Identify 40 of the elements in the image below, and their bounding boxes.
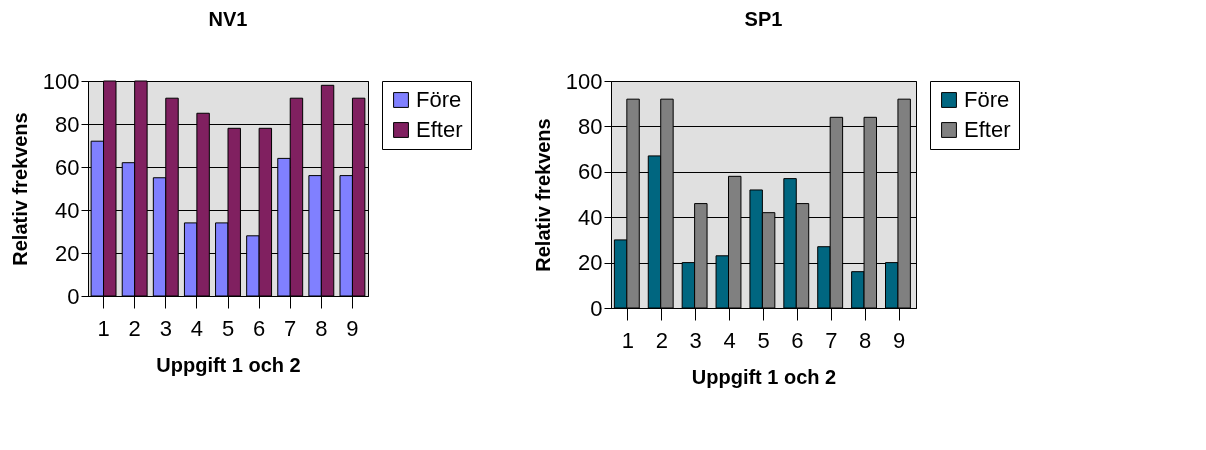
x-tick-label: 5 (221, 315, 235, 341)
y-tick-label: 100 (42, 68, 80, 94)
x-tick-label: 8 (315, 315, 328, 341)
x-tick-label: 1 (621, 327, 635, 353)
legend-label: Efter (416, 117, 463, 142)
y-tick-label: 80 (55, 111, 80, 137)
x-axis-title: Uppgift 1 och 2 (691, 365, 837, 388)
y-tick-label: 40 (578, 204, 603, 230)
x-tick-label: 6 (791, 327, 804, 353)
x-tick-label: 7 (284, 315, 297, 341)
x-tick-label: 5 (757, 327, 770, 353)
y-axis-title: Relativ frekvens (531, 118, 554, 272)
legend-label: Före (964, 87, 1010, 112)
y-tick-label: 80 (578, 113, 603, 139)
y-axis-title: Relativ frekvens (8, 112, 31, 266)
x-tick-label: 6 (252, 315, 266, 341)
x-tick-label: 7 (825, 327, 838, 353)
legend-label: Efter (964, 117, 1011, 142)
x-tick-label: 2 (655, 327, 668, 353)
y-tick-label: 0 (67, 283, 80, 309)
legend-label: Före (416, 87, 462, 112)
y-tick-label: 20 (578, 250, 603, 276)
x-tick-label: 9 (892, 327, 906, 353)
y-tick-label: 20 (55, 240, 80, 266)
y-tick-label: 60 (578, 159, 603, 185)
chart-title: SP1 (744, 8, 783, 30)
x-tick-label: 2 (128, 315, 141, 341)
y-tick-label: 60 (55, 154, 80, 180)
x-tick-label: 1 (97, 315, 110, 341)
x-tick-label: 4 (723, 327, 736, 353)
x-tick-label: 8 (859, 327, 872, 353)
x-axis-title: Uppgift 1 och 2 (156, 353, 301, 376)
y-tick-label: 40 (55, 197, 80, 223)
x-tick-label: 4 (190, 315, 204, 341)
x-tick-label: 3 (689, 327, 702, 353)
x-tick-label: 9 (346, 315, 359, 341)
y-tick-label: 0 (590, 295, 603, 321)
x-tick-label: 3 (159, 315, 172, 341)
chart-title: NV1 (208, 8, 248, 30)
y-tick-label: 100 (565, 68, 603, 94)
